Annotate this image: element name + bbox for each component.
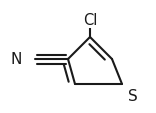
Text: Cl: Cl	[83, 13, 97, 28]
Text: S: S	[128, 88, 138, 103]
Text: N: N	[11, 52, 22, 67]
